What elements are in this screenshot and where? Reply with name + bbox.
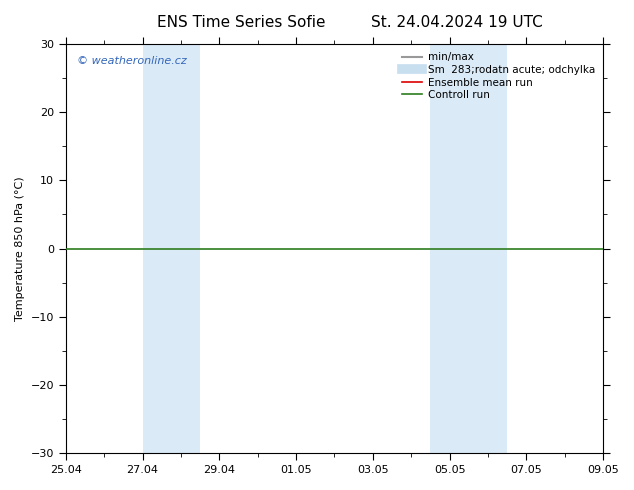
Bar xyxy=(143,44,200,453)
Text: © weatheronline.cz: © weatheronline.cz xyxy=(77,56,186,66)
Legend: min/max, Sm  283;rodatn acute; odchylka, Ensemble mean run, Controll run: min/max, Sm 283;rodatn acute; odchylka, … xyxy=(398,48,599,104)
Bar xyxy=(430,44,507,453)
Y-axis label: Temperature 850 hPa (°C): Temperature 850 hPa (°C) xyxy=(15,176,25,321)
Text: St. 24.04.2024 19 UTC: St. 24.04.2024 19 UTC xyxy=(371,15,542,30)
Text: ENS Time Series Sofie: ENS Time Series Sofie xyxy=(157,15,325,30)
